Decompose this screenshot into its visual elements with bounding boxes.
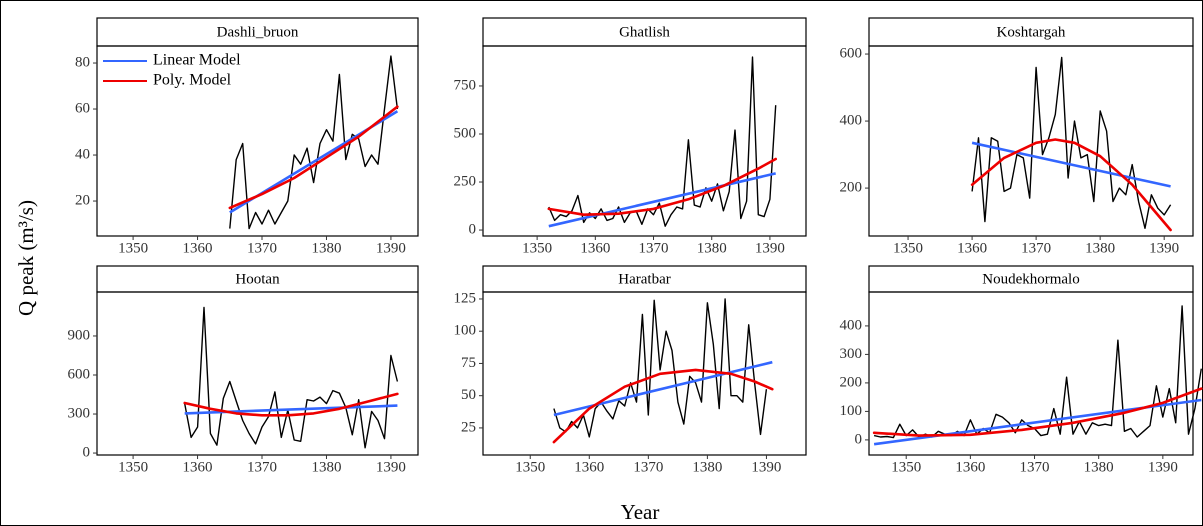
y-tick-label: 300 (840, 346, 863, 362)
x-tick-label: 1360 (580, 240, 610, 256)
panel-title: Koshtargah (997, 24, 1066, 40)
y-tick-label: 250 (454, 173, 477, 189)
x-tick-label: 1350 (893, 240, 923, 256)
x-tick-label: 1350 (118, 459, 148, 475)
y-tick-label: 0 (855, 431, 863, 447)
x-tick-label: 1370 (633, 459, 663, 475)
panel-title: Dashli_bruon (217, 24, 299, 40)
x-tick-label: 1370 (247, 240, 277, 256)
model-line (548, 172, 776, 228)
y-tick-label: 50 (461, 387, 476, 403)
y-tick-label: 400 (840, 112, 863, 128)
strip-box (96, 265, 419, 293)
panel-border (96, 291, 419, 456)
y-tick-label: 200 (840, 180, 863, 196)
legend-label: Poly. Model (153, 72, 232, 89)
x-tick-label: 1390 (376, 240, 406, 256)
legend-label: Linear Model (153, 52, 241, 69)
x-tick-label: 1370 (639, 240, 669, 256)
x-tick-label: 1370 (247, 459, 277, 475)
y-tick-label: 400 (840, 317, 863, 333)
y-tick-label: 20 (75, 192, 90, 208)
model-line (184, 404, 398, 415)
panel-title: Haratbar (618, 271, 670, 287)
panel-border (482, 291, 807, 456)
x-axis-title: Year (621, 500, 660, 524)
panel-border (868, 291, 1194, 456)
y-tick-label: 40 (75, 146, 90, 162)
model-line (553, 360, 773, 417)
y-tick-label: 125 (454, 290, 477, 306)
y-tick-label: 600 (840, 45, 863, 61)
observed-line (229, 55, 399, 230)
x-tick-label: 1350 (522, 240, 552, 256)
x-tick-label: 1390 (755, 240, 785, 256)
y-tick-label: 80 (75, 54, 90, 70)
x-tick-label: 1380 (692, 459, 722, 475)
panel-border (482, 45, 807, 237)
x-tick-label: 1350 (515, 459, 545, 475)
x-tick-label: 1380 (697, 240, 727, 256)
x-tick-label: 1360 (955, 459, 985, 475)
x-tick-label: 1350 (891, 459, 921, 475)
x-tick-label: 1390 (376, 459, 406, 475)
x-tick-label: 1390 (1149, 240, 1179, 256)
y-tick-label: 900 (68, 327, 91, 343)
y-tick-label: 500 (454, 125, 477, 141)
y-tick-label: 60 (75, 100, 90, 116)
x-tick-label: 1370 (1020, 459, 1050, 475)
x-tick-label: 1390 (751, 459, 781, 475)
x-tick-label: 1380 (311, 240, 341, 256)
observed-line (553, 298, 768, 438)
x-tick-label: 1360 (574, 459, 604, 475)
model-line (971, 141, 1171, 188)
panel-title: Hootan (235, 271, 280, 287)
y-tick-label: 75 (461, 355, 476, 371)
strip-box (868, 17, 1194, 47)
model-line (872, 387, 1203, 437)
x-tick-label: 1360 (183, 459, 213, 475)
x-tick-label: 1390 (1148, 459, 1178, 475)
observed-line (873, 305, 1202, 439)
y-tick-label: 100 (454, 323, 477, 339)
y-tick-label: 0 (469, 221, 477, 237)
x-tick-label: 1380 (311, 459, 341, 475)
panel-border (868, 45, 1194, 237)
model-line (228, 105, 399, 210)
model-line (552, 368, 774, 444)
x-tick-label: 1360 (183, 240, 213, 256)
y-tick-label: 0 (83, 444, 91, 460)
observed-line (971, 56, 1172, 229)
model-line (183, 392, 399, 417)
y-tick-label: 25 (461, 419, 476, 435)
model-line (547, 157, 777, 216)
y-tick-label: 750 (454, 77, 477, 93)
x-tick-label: 1380 (1085, 240, 1115, 256)
x-tick-label: 1360 (957, 240, 987, 256)
panel-border (96, 45, 419, 237)
model-line (970, 138, 1172, 232)
y-tick-label: 300 (68, 405, 91, 421)
y-axis-title: Q peak (m³/s) (14, 200, 38, 316)
x-tick-label: 1370 (1021, 240, 1051, 256)
x-tick-label: 1350 (118, 240, 148, 256)
x-tick-label: 1380 (1084, 459, 1114, 475)
y-tick-label: 200 (840, 374, 863, 390)
y-tick-label: 600 (68, 366, 91, 382)
observed-line (184, 306, 399, 449)
panel-title: Noudekhormalo (982, 271, 1079, 287)
panel-title: Ghatlish (619, 24, 670, 40)
y-tick-label: 100 (840, 403, 863, 419)
